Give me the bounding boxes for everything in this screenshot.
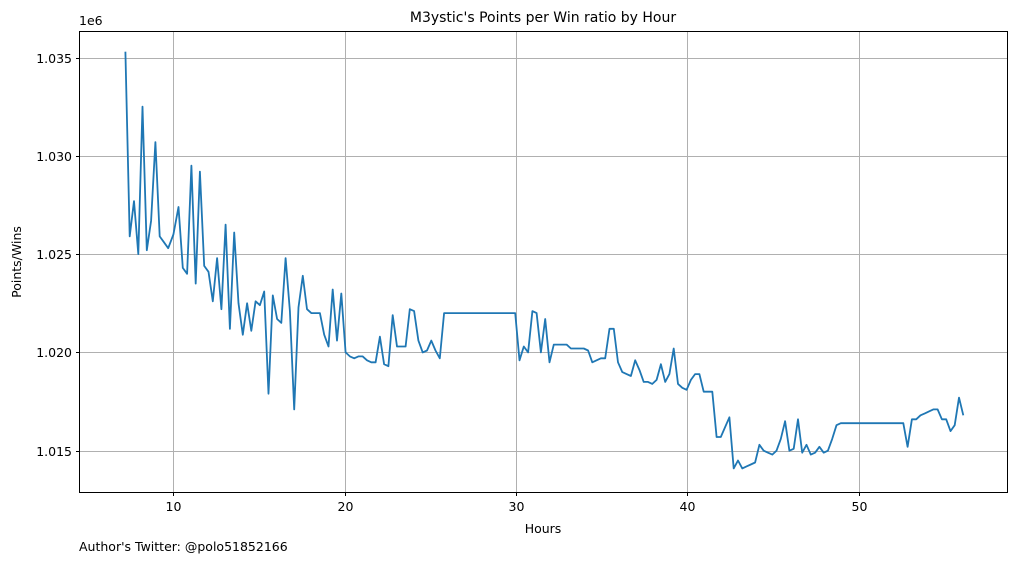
y-tick-label: 1.020: [36, 345, 72, 360]
x-axis-label: Hours: [525, 521, 562, 536]
y-axis-label: Points/Wins: [9, 226, 24, 298]
x-axis-ticks: 10 20 30 40 50: [166, 492, 868, 514]
series-line: [124, 51, 965, 470]
y-axis-ticks: 1.015 1.020 1.025 1.030 1.035: [36, 51, 80, 459]
y-tick-label: 1.015: [36, 444, 72, 459]
x-tick-label: 20: [338, 499, 354, 514]
x-tick-label: 40: [680, 499, 696, 514]
y-axis-offset-label: 1e6: [79, 13, 103, 28]
x-tick-label: 10: [166, 499, 182, 514]
author-footnote: Author's Twitter: @polo51852166: [79, 539, 288, 554]
y-tick-label: 1.025: [36, 247, 72, 262]
x-tick-label: 50: [852, 499, 868, 514]
series-layer: [124, 51, 965, 470]
plot-frame: [79, 31, 1008, 493]
chart-title: M3ystic's Points per Win ratio by Hour: [410, 10, 677, 26]
grid-lines: [80, 32, 1007, 492]
x-tick-label: 30: [509, 499, 525, 514]
y-tick-label: 1.030: [36, 149, 72, 164]
y-tick-label: 1.035: [36, 51, 72, 66]
